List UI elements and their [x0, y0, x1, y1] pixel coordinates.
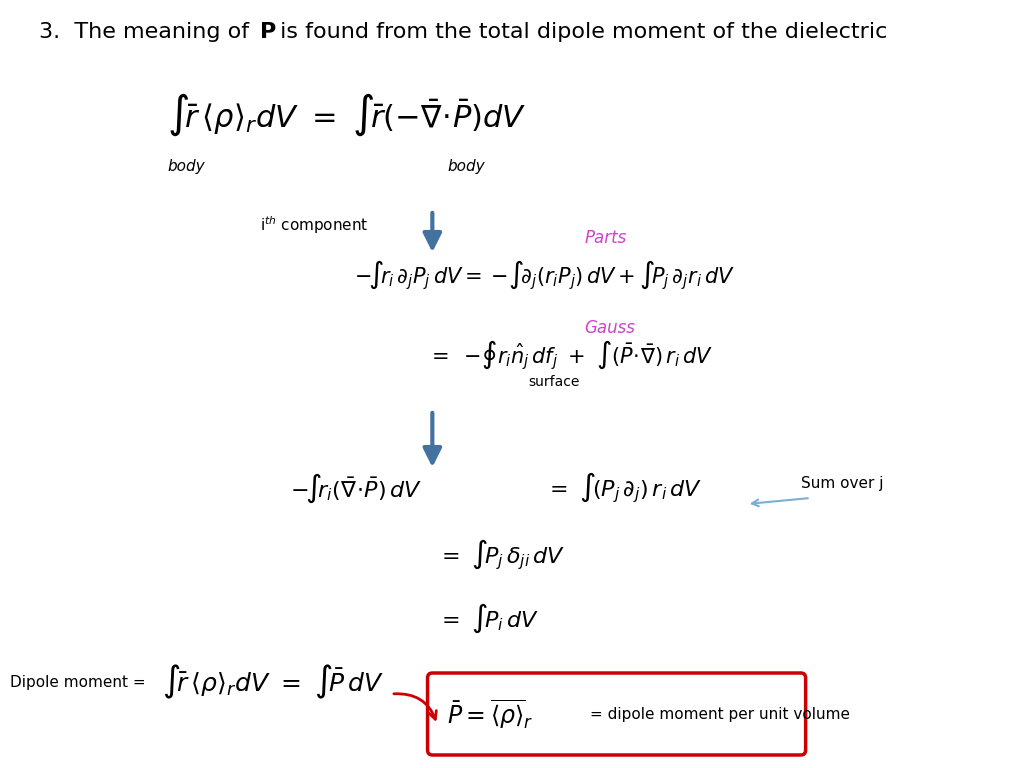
Text: $\int\!\bar{r}\,\langle\rho\rangle_r dV\ =\ \int\!\bar{P}\,dV$: $\int\!\bar{r}\,\langle\rho\rangle_r dV\…	[162, 663, 384, 701]
Text: = dipole moment per unit volume: = dipole moment per unit volume	[590, 707, 850, 721]
Text: Gauss: Gauss	[585, 319, 636, 337]
Text: $-\!\int\! r_i\,\partial_j P_j\,dV = -\!\int\!\partial_j(r_i P_j)\,dV + \int\!P_: $-\!\int\! r_i\,\partial_j P_j\,dV = -\!…	[353, 258, 735, 292]
Text: body: body	[447, 160, 484, 174]
Text: $\bar{P} = \overline{\langle\rho\rangle}_{r}$: $\bar{P} = \overline{\langle\rho\rangle}…	[447, 697, 534, 730]
Text: $\int\!\bar{r}\,\langle\rho\rangle_r dV\ =\ \int\!\bar{r}(-\bar{\nabla}\!\cdot\!: $\int\!\bar{r}\,\langle\rho\rangle_r dV\…	[167, 92, 526, 138]
Text: $=\ \int\!P_i\,dV$: $=\ \int\!P_i\,dV$	[437, 601, 540, 634]
Text: $=\ \int\!(P_j\,\partial_j)\,r_i\,dV$: $=\ \int\!(P_j\,\partial_j)\,r_i\,dV$	[546, 471, 702, 505]
Text: i$^{th}$ component: i$^{th}$ component	[260, 214, 369, 236]
Text: is found from the total dipole moment of the dielectric: is found from the total dipole moment of…	[273, 22, 888, 42]
Text: Dipole moment =: Dipole moment =	[10, 674, 145, 690]
Text: P: P	[260, 22, 276, 42]
Text: body: body	[167, 160, 205, 174]
Text: 3.  The meaning of: 3. The meaning of	[39, 22, 257, 42]
FancyBboxPatch shape	[428, 673, 806, 755]
Text: $=\ -\!\oint r_i\hat{n}_j\,df_j\ +\ \int(\bar{P}\!\cdot\!\bar{\nabla})\,r_i\,dV$: $=\ -\!\oint r_i\hat{n}_j\,df_j\ +\ \int…	[427, 339, 714, 372]
Text: Parts: Parts	[585, 229, 627, 247]
Text: Sum over j: Sum over j	[801, 475, 884, 491]
Text: $=\ \int\!P_j\,\delta_{ji}\,dV$: $=\ \int\!P_j\,\delta_{ji}\,dV$	[437, 538, 565, 572]
Text: surface: surface	[528, 375, 580, 389]
Text: $-\!\int\! r_i(\bar{\nabla}\!\cdot\!\bar{P})\,dV$: $-\!\int\! r_i(\bar{\nabla}\!\cdot\!\bar…	[290, 472, 422, 505]
